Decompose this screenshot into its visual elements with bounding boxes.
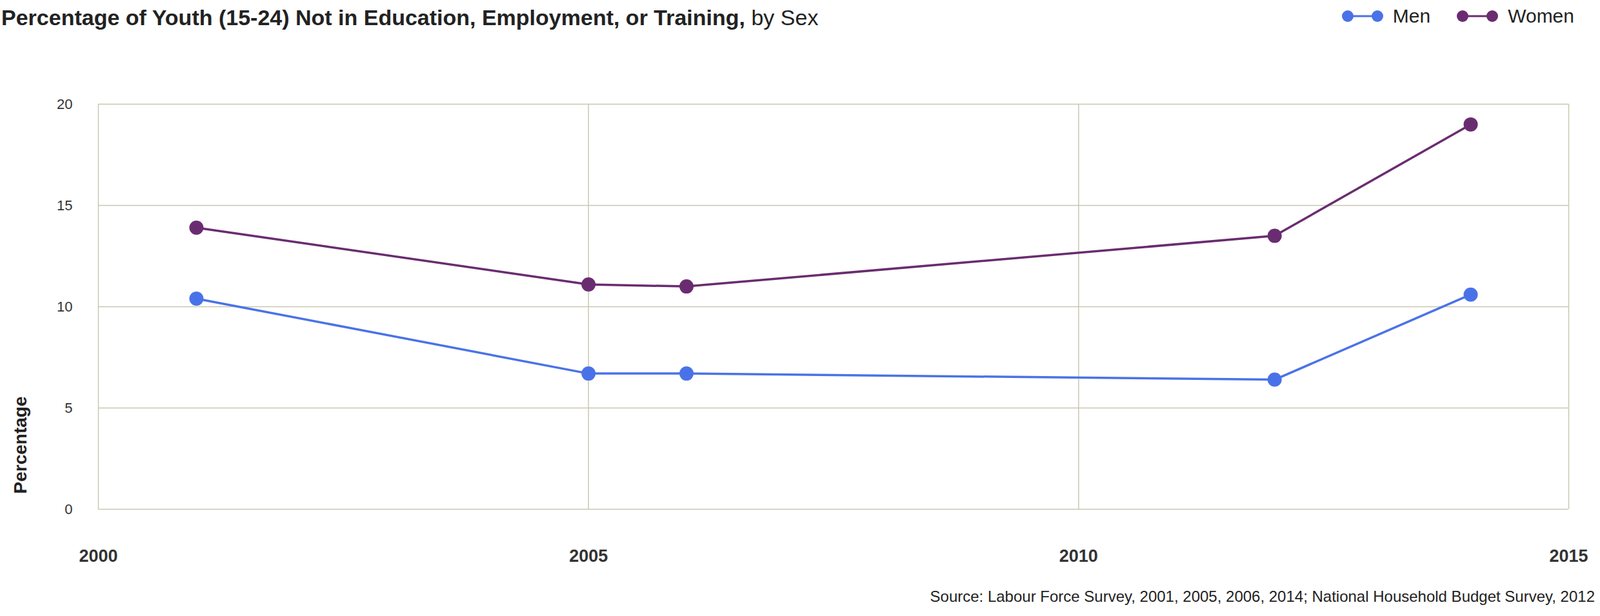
svg-text:2010: 2010 (1059, 546, 1099, 566)
svg-text:2005: 2005 (569, 546, 608, 566)
html-text:Percentage: Percentage (10, 396, 31, 494)
svg-text:0: 0 (64, 501, 73, 518)
svg-text:5: 5 (64, 400, 73, 417)
svg-text:15: 15 (56, 197, 73, 214)
html-text:Source: Labour Force Survey, 2: Source: Labour Force Survey, 2001, 2005,… (930, 587, 1595, 606)
html-text:Percentage of Youth (15-24) No: Percentage of Youth (15-24) Not in Educa… (1, 5, 819, 30)
svg-text:2000: 2000 (78, 546, 118, 566)
html-text:Men: Men (1392, 5, 1431, 27)
svg-text:10: 10 (56, 298, 73, 315)
svg-text:2015: 2015 (1549, 546, 1588, 566)
html-text:Women: Women (1507, 5, 1575, 27)
svg-text:20: 20 (56, 96, 73, 113)
